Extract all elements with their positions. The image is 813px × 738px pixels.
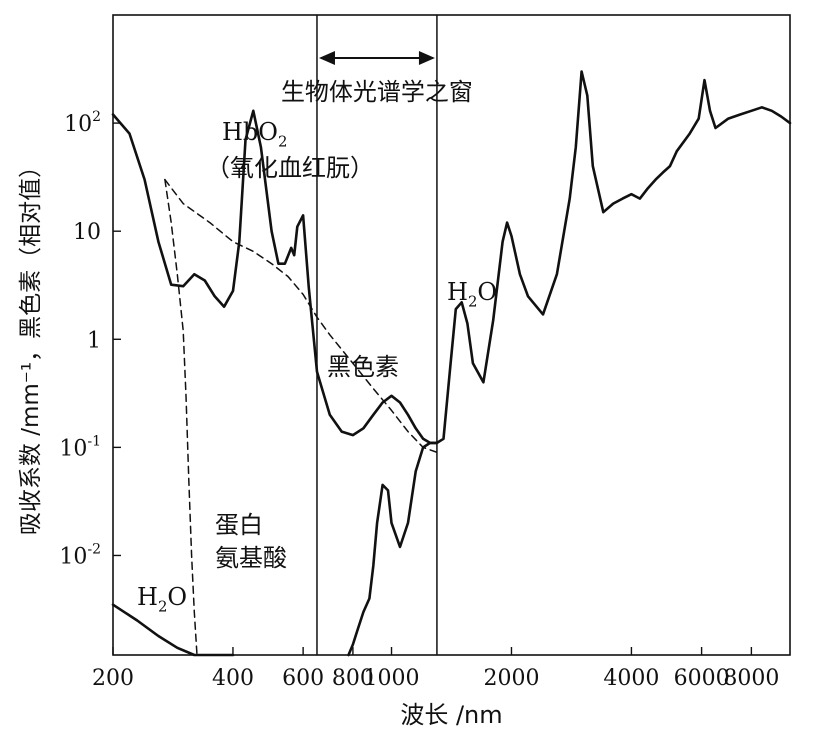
x-tick-label: 1000 bbox=[364, 666, 420, 691]
water-ir-label-after: O bbox=[477, 278, 497, 306]
hbo2-label: HbO2 bbox=[222, 118, 287, 151]
y-tick-label: 102 bbox=[64, 109, 101, 137]
plot-frame bbox=[112, 14, 791, 656]
water-ir-label-sub: 2 bbox=[468, 293, 477, 311]
spectral-window: 生物体光谱学之窗 bbox=[281, 15, 473, 655]
water-nir-curve bbox=[347, 441, 439, 657]
x-tick-label: 400 bbox=[212, 666, 254, 691]
protein-label-line2: 氨基酸 bbox=[215, 544, 287, 572]
y-tick-exponent: -1 bbox=[87, 433, 101, 449]
hbo2-water-curve bbox=[111, 70, 792, 445]
water-ir-label: H2O bbox=[447, 278, 497, 311]
x-axis-label: 波长 /nm bbox=[400, 701, 502, 729]
y-axis-label: 吸收系数 /mm⁻¹，黑色素（相对值） bbox=[18, 155, 44, 535]
y-tick-exponent: -2 bbox=[87, 541, 101, 557]
x-tick-label: 8000 bbox=[723, 666, 779, 691]
x-tick-label: 6000 bbox=[674, 666, 730, 691]
water-ir-label-main: H bbox=[447, 278, 468, 306]
hbo2-label-main: HbO bbox=[222, 118, 278, 146]
series-group bbox=[111, 70, 792, 657]
x-tick-label: 800 bbox=[332, 666, 374, 691]
window-arrow-left-head bbox=[318, 51, 335, 65]
y-tick-base: 10 bbox=[59, 436, 87, 461]
melanin-curve bbox=[164, 178, 438, 454]
y-tick-base: 10 bbox=[64, 112, 92, 137]
melanin-label: 黑色素 bbox=[327, 353, 399, 381]
y-tick-base: 10 bbox=[73, 220, 101, 245]
x-tick-label: 600 bbox=[282, 666, 324, 691]
y-tick-label: 10-1 bbox=[59, 433, 101, 461]
y-tick-exponent: 2 bbox=[92, 109, 101, 125]
water-uv-label: H2O bbox=[137, 583, 187, 616]
axis-labels: 波长 /nm 吸收系数 /mm⁻¹，黑色素（相对值） bbox=[18, 155, 503, 729]
y-tick-label: 1 bbox=[87, 328, 101, 353]
protein-curve bbox=[164, 178, 198, 656]
water-uv-label-main: H bbox=[137, 583, 158, 611]
water-uv-curve bbox=[111, 603, 235, 657]
x-tick-label: 200 bbox=[92, 666, 134, 691]
water-uv-label-sub: 2 bbox=[158, 598, 167, 616]
x-tick-label: 4000 bbox=[603, 666, 659, 691]
x-tick-label: 2000 bbox=[483, 666, 539, 691]
y-tick-label: 10 bbox=[73, 220, 101, 245]
hbo2-chinese-label: （氧化血红朊） bbox=[206, 154, 374, 182]
window-label: 生物体光谱学之窗 bbox=[281, 78, 473, 106]
window-arrow-right-head bbox=[418, 51, 435, 65]
protein-label-line1: 蛋白 bbox=[215, 511, 263, 539]
y-tick-base: 1 bbox=[87, 328, 101, 353]
water-uv-label-after: O bbox=[167, 583, 187, 611]
hbo2-label-sub: 2 bbox=[278, 133, 287, 151]
y-tick-label: 10-2 bbox=[59, 541, 101, 569]
plot-border bbox=[112, 14, 791, 656]
y-tick-base: 10 bbox=[59, 544, 87, 569]
